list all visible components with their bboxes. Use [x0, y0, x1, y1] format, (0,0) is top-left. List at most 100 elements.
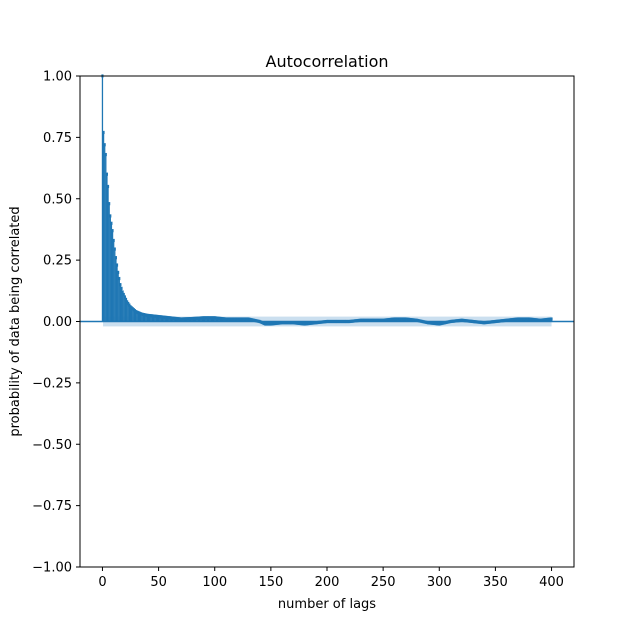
y-tick-label: 0.75: [43, 131, 72, 146]
acf-marker: [116, 263, 119, 267]
acf-marker: [194, 316, 197, 320]
acf-marker: [404, 317, 407, 321]
acf-marker: [283, 321, 286, 325]
acf-bar: [124, 296, 126, 322]
acf-bar: [148, 315, 151, 322]
acf-marker: [191, 316, 194, 321]
acf-marker: [121, 290, 124, 294]
acf-bar: [162, 317, 164, 322]
acf-marker: [486, 320, 489, 324]
acf-marker: [269, 322, 272, 326]
acf-marker: [174, 316, 177, 321]
acf-marker: [272, 322, 275, 326]
acf-marker: [158, 315, 161, 319]
acf-bar: [135, 311, 137, 322]
acf-bar: [106, 174, 108, 322]
acf-marker: [458, 318, 461, 323]
acf-marker: [218, 316, 221, 320]
acf-marker: [373, 318, 376, 322]
acf-marker: [535, 318, 538, 322]
acf-marker: [546, 317, 549, 322]
acf-marker: [163, 315, 166, 319]
acf-bar: [108, 203, 110, 322]
acf-bar: [104, 144, 106, 322]
acf-marker: [117, 270, 120, 274]
acf-marker: [204, 316, 207, 320]
acf-bar: [217, 318, 219, 322]
acf-marker: [505, 318, 508, 322]
acf-marker: [297, 321, 300, 325]
acf-marker: [316, 320, 320, 325]
acf-marker: [219, 316, 222, 321]
acf-marker: [199, 316, 202, 320]
acf-marker: [530, 317, 533, 321]
acf-marker: [261, 321, 265, 325]
acf-bar: [171, 318, 173, 322]
x-tick-label: 250: [371, 575, 396, 590]
acf-bar: [111, 230, 114, 322]
acf-marker: [426, 321, 430, 325]
acf-marker: [184, 317, 187, 321]
acf-marker: [264, 322, 267, 326]
acf-marker: [217, 316, 220, 320]
acf-bar: [142, 314, 144, 322]
acf-marker: [407, 317, 411, 322]
acf-marker: [237, 317, 240, 321]
acf-marker: [171, 316, 174, 320]
acf-bar: [160, 316, 162, 322]
acf-bar: [214, 317, 216, 322]
acf-bar: [130, 307, 133, 322]
acf-marker: [176, 317, 179, 321]
acf-marker: [386, 318, 389, 322]
acf-marker: [425, 320, 428, 325]
acf-bar: [109, 215, 111, 322]
acf-marker: [294, 321, 297, 325]
acf-marker: [397, 317, 400, 321]
acf-bar: [203, 317, 206, 322]
acf-marker: [279, 321, 283, 325]
acf-marker: [544, 318, 547, 322]
acf-marker: [301, 322, 304, 326]
acf-marker: [162, 315, 165, 319]
acf-marker: [464, 319, 467, 323]
acf-marker: [517, 317, 521, 321]
acf-bar: [132, 308, 134, 322]
acf-marker: [202, 316, 205, 320]
acf-marker: [268, 322, 271, 326]
acf-marker: [263, 321, 266, 326]
acf-marker: [206, 316, 210, 320]
acf-marker: [506, 318, 509, 322]
acf-marker: [314, 321, 317, 325]
acf-bar: [172, 318, 174, 322]
acf-marker: [534, 318, 537, 322]
acf-marker: [303, 322, 306, 326]
y-axis-ticks: −1.00 −0.75 −0.50 −0.25 0.00 0.25 0.50 0.75 1.00: [32, 70, 80, 576]
acf-marker: [186, 317, 189, 321]
acf-bar: [208, 317, 210, 322]
acf-marker: [433, 321, 436, 326]
acf-marker: [126, 300, 129, 304]
acf-marker: [104, 152, 107, 157]
acf-marker: [197, 316, 201, 320]
acf-marker: [128, 303, 131, 307]
acf-bar: [169, 317, 171, 322]
acf-marker: [103, 143, 106, 147]
acf-marker: [282, 321, 285, 325]
acf-marker: [241, 317, 244, 321]
acf-marker: [223, 317, 226, 321]
acf-marker: [167, 316, 170, 320]
acf-marker: [524, 317, 527, 321]
acf-marker: [267, 322, 270, 326]
acf-marker: [313, 321, 316, 325]
acf-marker: [102, 130, 105, 135]
x-tick-label: 100: [202, 575, 227, 590]
acf-marker: [540, 318, 543, 322]
acf-marker: [359, 318, 362, 322]
y-tick-label: −1.00: [32, 561, 72, 576]
acf-bar: [110, 223, 113, 322]
acf-marker: [306, 321, 309, 326]
acf-marker: [441, 321, 444, 325]
acf-bar: [209, 317, 211, 322]
acf-bar: [138, 313, 141, 322]
acf-marker: [357, 318, 360, 323]
